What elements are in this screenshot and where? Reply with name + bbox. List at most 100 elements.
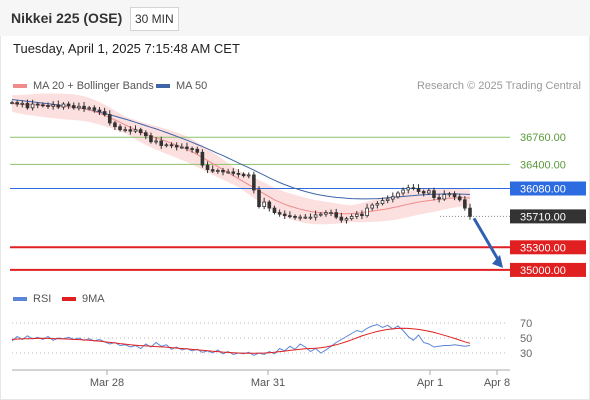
instrument-title: Nikkei 225 (OSE) — [11, 10, 123, 26]
candle-body — [293, 215, 297, 218]
candle-body — [41, 104, 45, 107]
candle-body — [401, 189, 405, 194]
candle-body — [339, 216, 344, 221]
candle-body — [77, 105, 81, 109]
candle-body — [308, 216, 313, 219]
candle-body — [360, 213, 364, 217]
level-label-bg-36080.00 — [510, 181, 586, 196]
candle-body — [190, 148, 194, 150]
candle-body — [303, 216, 308, 219]
candle-body — [421, 191, 426, 194]
candle-body — [20, 102, 25, 105]
candle-body — [262, 201, 266, 207]
candle-body — [334, 212, 339, 218]
candle-body — [174, 145, 179, 148]
level-label-bg-35000.00 — [510, 262, 586, 277]
candle-body — [56, 104, 61, 108]
candle-body — [35, 103, 40, 106]
candle-body — [46, 105, 50, 107]
level-label-36080.00: 36080.00 — [520, 183, 566, 195]
candle-body — [375, 203, 380, 206]
candle-body — [87, 107, 91, 110]
candle-body — [216, 169, 220, 172]
candle-body — [185, 146, 189, 149]
candle-body — [437, 197, 441, 200]
candle-body — [200, 151, 205, 166]
candle-body — [354, 213, 359, 217]
candle-body — [457, 196, 462, 201]
projection-arrow-head — [492, 254, 503, 268]
chart-header: Nikkei 225 (OSE) 30 MIN — [0, 0, 590, 36]
candle-body — [169, 144, 174, 147]
candle-body — [128, 129, 133, 132]
candle-body — [442, 194, 447, 200]
ma9-legend: 9MA — [62, 293, 105, 305]
candle-body — [107, 114, 112, 124]
level-label-35300.00: 35300.00 — [520, 242, 566, 254]
level-label-bg-35300.00 — [510, 240, 586, 255]
candle-body — [427, 190, 431, 194]
candle-body — [288, 215, 292, 218]
candle-body — [241, 173, 246, 177]
candle-body — [97, 109, 102, 112]
x-tick-label: Mar 31 — [251, 377, 285, 389]
ma20-line — [11, 102, 471, 215]
candle-body — [210, 169, 215, 172]
candle-body — [143, 132, 148, 137]
candle-body — [396, 192, 400, 198]
candle-body — [25, 102, 30, 109]
candle-body — [365, 207, 369, 217]
ma50-swatch — [156, 84, 170, 88]
candle-body — [246, 174, 251, 177]
candle-body — [195, 148, 200, 153]
candle-body — [313, 214, 318, 218]
ma20-swatch — [13, 84, 27, 88]
candle-body — [411, 187, 416, 190]
candle-body — [391, 196, 395, 200]
candle-body — [318, 213, 323, 216]
rsi-legend: RSI — [13, 293, 51, 305]
candle-body — [10, 102, 14, 104]
ma50-legend-label: MA 50 — [176, 80, 208, 92]
candle-body — [257, 189, 261, 207]
candle-body — [118, 126, 122, 131]
candle-body — [82, 105, 86, 109]
candle-body — [252, 174, 256, 191]
candle-body — [133, 129, 138, 132]
candle-body — [277, 212, 282, 215]
x-tick-label: Apr 1 — [417, 377, 443, 389]
candle-body — [236, 173, 241, 175]
x-tick-label: Mar 28 — [90, 377, 124, 389]
candle-body — [226, 171, 230, 174]
candle-body — [468, 207, 472, 217]
candle-body — [154, 140, 158, 143]
candle-body — [370, 204, 375, 209]
ma20-legend-label: MA 20 + Bollinger Bands — [33, 80, 154, 92]
candle-body — [416, 188, 421, 192]
candle-body — [221, 169, 225, 173]
price-label-35710.00: 35710.00 — [520, 211, 566, 223]
candle-body — [123, 129, 128, 132]
candle-body — [159, 140, 164, 146]
bollinger-band — [12, 93, 470, 225]
candle-body — [149, 135, 153, 143]
candle-body — [71, 105, 76, 109]
candle-body — [92, 107, 97, 111]
candle-body — [61, 103, 66, 108]
level-label-35000.00: 35000.00 — [520, 265, 566, 277]
candle-body — [138, 129, 143, 134]
ma50-legend: MA 50 — [156, 80, 207, 92]
candle-body — [447, 193, 452, 196]
rsi-legend-label: RSI — [33, 293, 52, 305]
rsi-tick-30: 30 — [520, 348, 532, 360]
datetime-label: Tuesday, April 1, 2025 7:15:48 AM CET — [13, 41, 240, 56]
candle-body — [113, 122, 117, 128]
level-label-36760.00: 36760.00 — [520, 132, 566, 144]
candle-body — [267, 201, 272, 209]
candle-body — [324, 212, 328, 215]
timeframe-badge[interactable]: 30 MIN — [130, 7, 179, 31]
candle-body — [231, 171, 236, 174]
candle-body — [385, 198, 390, 201]
candle-body — [30, 103, 35, 109]
